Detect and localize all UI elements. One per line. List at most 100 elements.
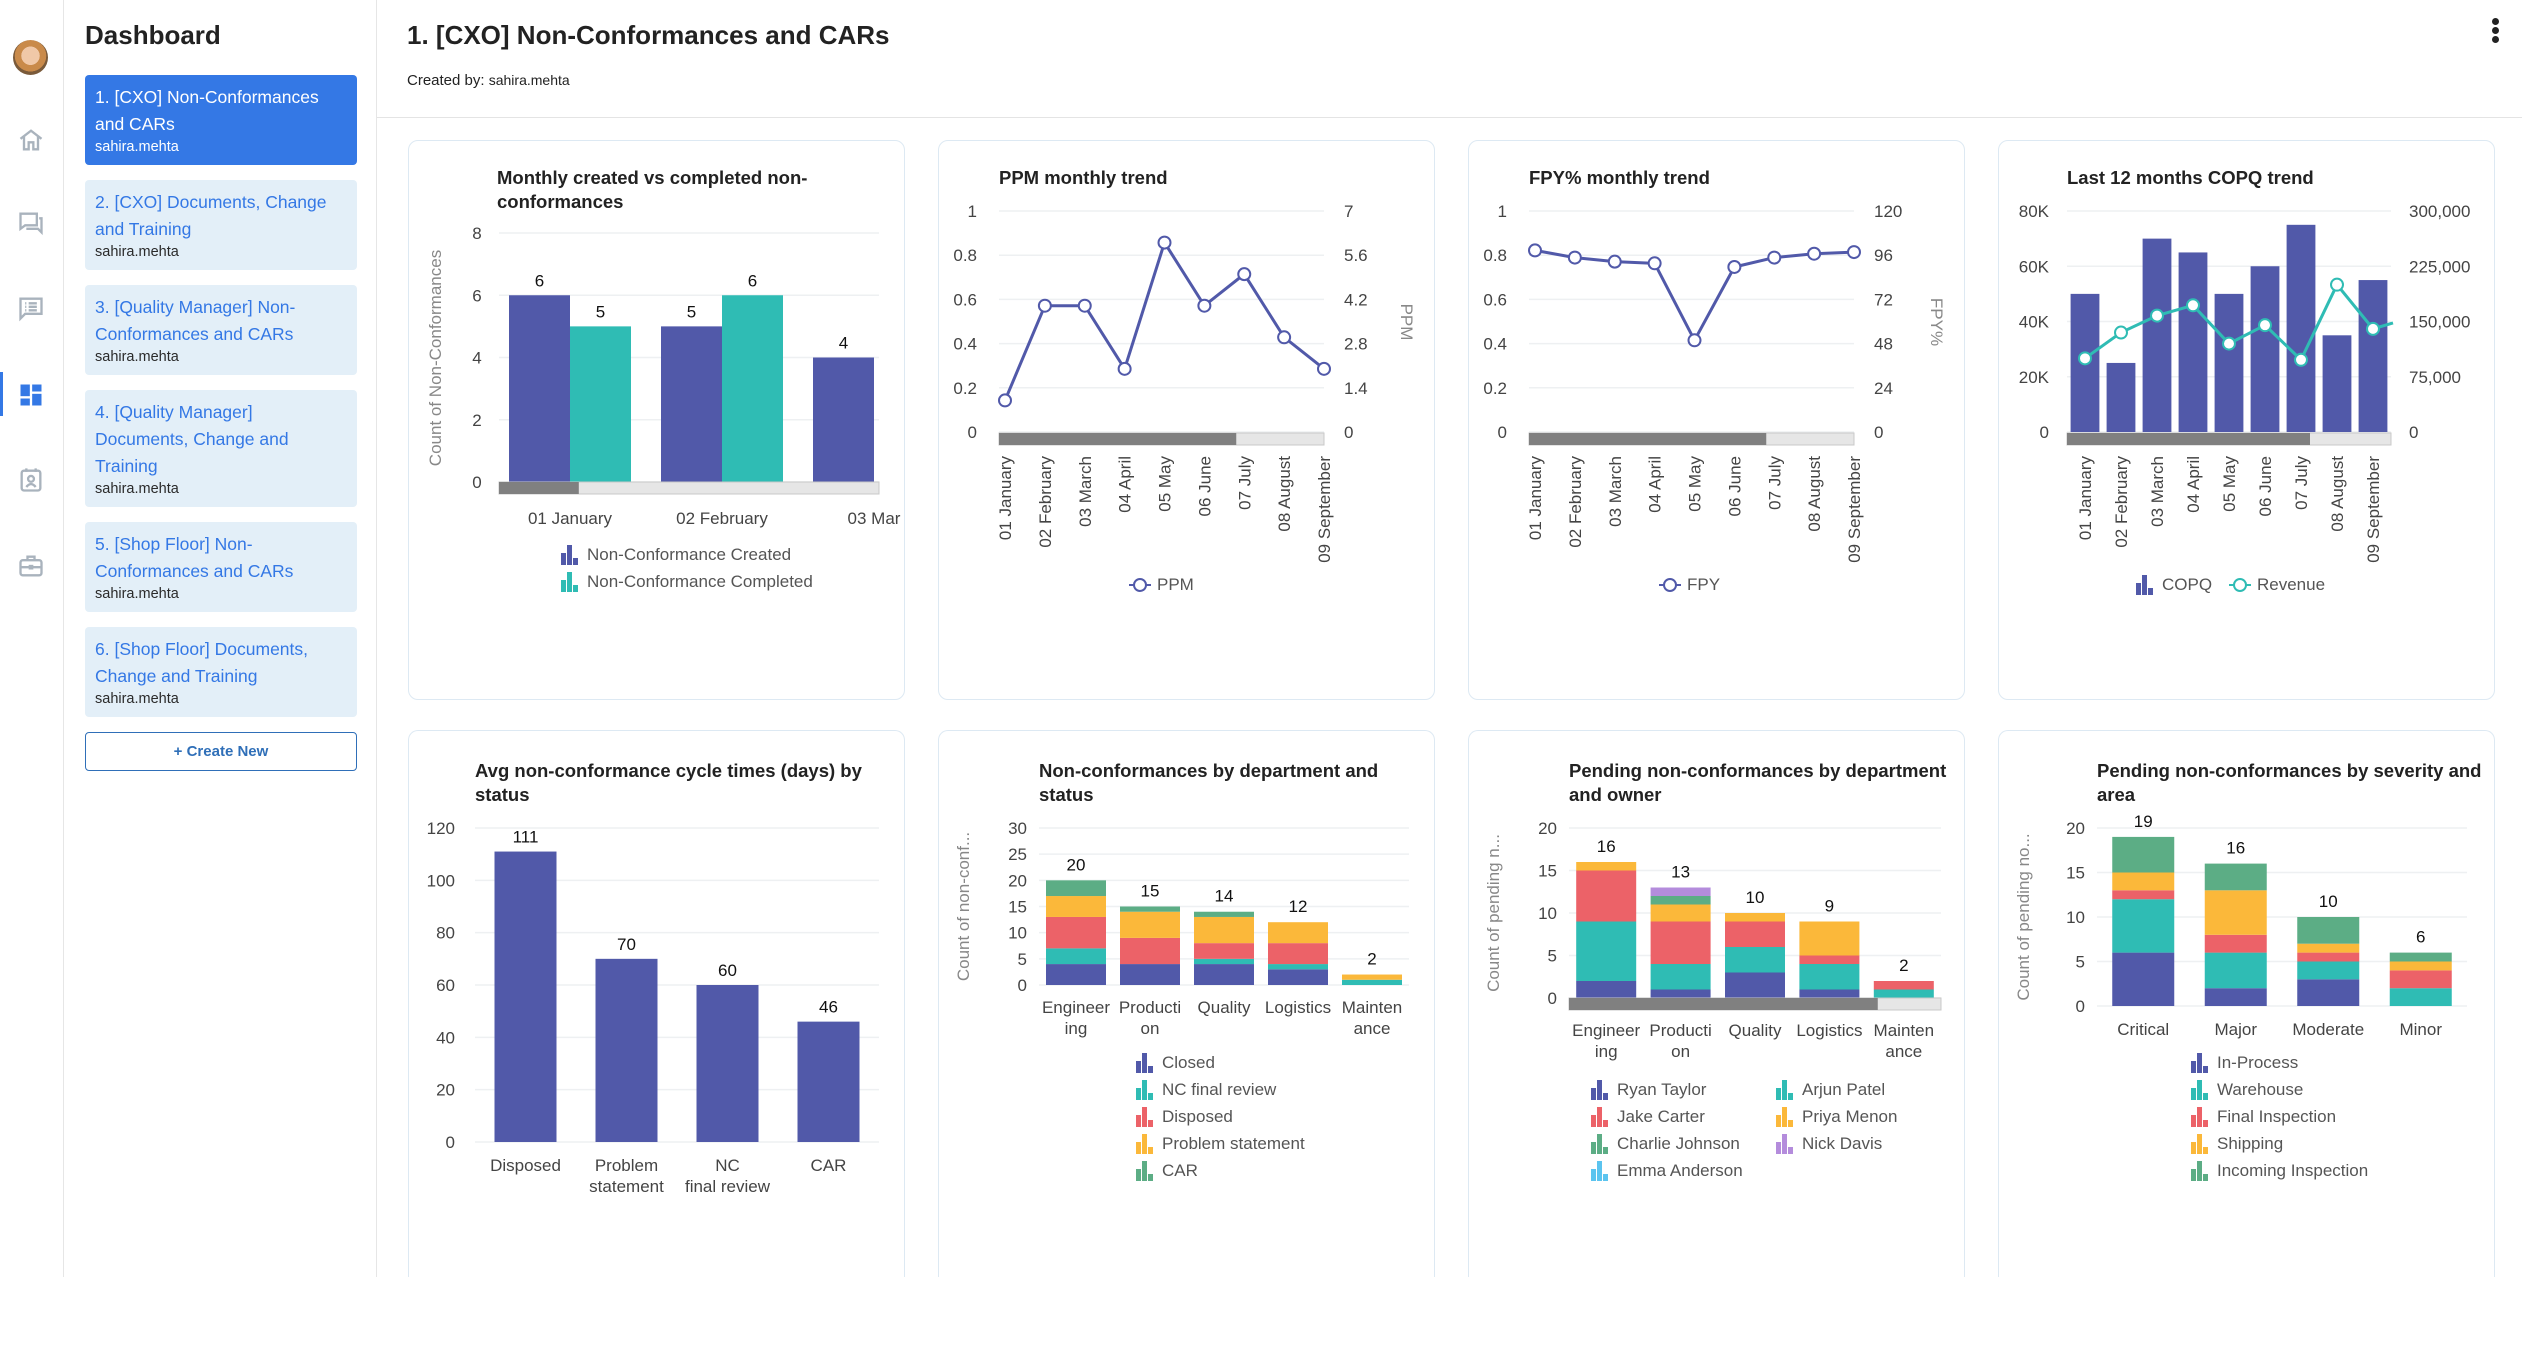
x-tick-label: 02 February xyxy=(1036,456,1055,548)
legend-item[interactable]: Disposed xyxy=(1134,1103,1305,1130)
legend-item[interactable]: Jake Carter xyxy=(1589,1103,1774,1130)
data-point xyxy=(1807,246,1822,261)
legend-label: COPQ xyxy=(2162,574,2213,594)
bar-segment xyxy=(1650,887,1711,896)
data-point xyxy=(2222,336,2236,351)
legend-item[interactable]: Closed xyxy=(1134,1049,1305,1076)
legend-item[interactable]: Warehouse xyxy=(2189,1076,2368,1103)
legend-label: Non-Conformance Completed xyxy=(587,571,813,591)
tick-label: 96 xyxy=(1874,246,1893,265)
chat-icon[interactable] xyxy=(17,209,45,237)
legend-label: Revenue xyxy=(2257,574,2326,594)
bar-segment xyxy=(2389,988,2452,1006)
legend-item[interactable]: Priya Menon xyxy=(1774,1103,1959,1130)
tick-label: 225,000 xyxy=(2409,257,2470,276)
dashboard-item-1[interactable]: 1. [CXO] Non-Conformances and CARs sahir… xyxy=(85,75,357,165)
x-tick-label: Disposed xyxy=(490,1156,561,1175)
legend-bar-icon xyxy=(559,571,581,592)
bar-segment xyxy=(1194,943,1254,959)
tick-label: 80 xyxy=(436,924,455,943)
tick-label: 0 xyxy=(472,473,481,492)
tick-label: 40K xyxy=(2019,313,2050,332)
x-tick-label: on xyxy=(1671,1042,1690,1061)
dashboard-icon[interactable] xyxy=(17,381,45,409)
more-vertical-icon[interactable] xyxy=(2488,16,2502,48)
legend-label: Arjun Patel xyxy=(1802,1079,1886,1099)
legend-item[interactable]: COPQ xyxy=(2134,571,2229,598)
legend-item[interactable]: Problem statement xyxy=(1134,1130,1305,1157)
bar xyxy=(696,985,759,1142)
legend-item[interactable]: Emma Anderson xyxy=(1589,1157,1774,1184)
bar xyxy=(509,295,570,482)
dashboard-item-3[interactable]: 3. [Quality Manager] Non-Conformances an… xyxy=(85,285,357,375)
x-tick-label: final review xyxy=(685,1177,771,1196)
legend-label: Closed xyxy=(1162,1052,1215,1072)
dashboard-item-title: 1. [CXO] Non-Conformances and CARs xyxy=(95,87,319,134)
bar-segment xyxy=(1650,904,1711,922)
data-point xyxy=(1317,361,1331,376)
create-new-button[interactable]: + Create New xyxy=(85,732,357,771)
legend-item[interactable]: Revenue xyxy=(2229,571,2326,598)
dashboard-item-4[interactable]: 4. [Quality Manager] Documents, Change a… xyxy=(85,390,357,507)
home-icon[interactable] xyxy=(17,126,45,154)
data-label: 4 xyxy=(839,334,848,353)
bar-segment xyxy=(1576,921,1637,981)
x-tick-label: NC xyxy=(715,1156,740,1175)
dashboard-item-title: 5. [Shop Floor] Non-Conformances and CAR… xyxy=(95,534,294,581)
bar xyxy=(2286,224,2316,432)
dashboard-item-owner: sahira.mehta xyxy=(95,244,179,260)
legend-item[interactable]: Final Inspection xyxy=(2189,1103,2368,1130)
legend-item[interactable]: NC final review xyxy=(1134,1076,1305,1103)
legend-item[interactable]: In-Process xyxy=(2189,1049,2368,1076)
legend-item[interactable]: Shipping xyxy=(2189,1130,2368,1157)
tick-label: 5.6 xyxy=(1344,246,1368,265)
chart-card-ppm-monthly-trend: PPM monthly trend 0 0.2 0.4 0.6 0.8 1 0 1.4 2.8 4.… xyxy=(938,140,1435,700)
legend-item[interactable]: Non-Conformance Created xyxy=(559,541,813,568)
tick-label: 48 xyxy=(1874,335,1893,354)
legend-bar-icon xyxy=(1589,1079,1611,1100)
bar xyxy=(2214,293,2244,432)
chart-plot: 0 5 10 15 20 25 30 Count of non-conf... 20 Engine… xyxy=(954,819,1409,1038)
x-tick-label: 04 April xyxy=(2184,456,2203,513)
data-label: 6 xyxy=(748,271,757,290)
chart-plot: 0 20 40 60 80 100 120 111 Disposed 70 Problem state… xyxy=(427,819,879,1196)
legend-label: Jake Carter xyxy=(1617,1106,1705,1126)
legend-item[interactable]: Nick Davis xyxy=(1774,1130,1959,1157)
tick-label: 10 xyxy=(1008,924,1027,943)
bar xyxy=(813,357,874,482)
legend-item[interactable]: Arjun Patel xyxy=(1774,1076,1959,1103)
main-content: 1. [CXO] Non-Conformances and CARs Creat… xyxy=(377,0,2522,1346)
feed-icon[interactable] xyxy=(17,294,45,322)
dashboard-item-2[interactable]: 2. [CXO] Documents, Change and Training … xyxy=(85,180,357,270)
tick-label: 20K xyxy=(2019,368,2050,387)
bar-segment xyxy=(1799,964,1860,990)
legend-item[interactable]: CAR xyxy=(1134,1157,1305,1184)
dashboard-item-5[interactable]: 5. [Shop Floor] Non-Conformances and CAR… xyxy=(85,522,357,612)
legend-bar-icon xyxy=(1134,1052,1156,1073)
tick-label: 0.4 xyxy=(953,335,977,354)
legend-item[interactable]: PPM xyxy=(1129,571,1194,598)
dashboard-item-6[interactable]: 6. [Shop Floor] Documents, Change and Tr… xyxy=(85,627,357,717)
bar-segment xyxy=(1194,964,1254,985)
x-tick-label: ing xyxy=(1065,1019,1088,1038)
legend-bar-icon xyxy=(2189,1052,2211,1073)
briefcase-icon[interactable] xyxy=(17,552,45,580)
legend-item[interactable]: Charlie Johnson xyxy=(1589,1130,1774,1157)
chart-legend: PPM xyxy=(1129,571,1194,598)
contact-card-icon[interactable] xyxy=(17,466,45,494)
bar-segment xyxy=(1342,979,1402,985)
legend-item[interactable]: Non-Conformance Completed xyxy=(559,568,813,595)
user-avatar[interactable] xyxy=(13,40,48,75)
legend-item[interactable]: Ryan Taylor xyxy=(1589,1076,1774,1103)
legend-item[interactable]: FPY xyxy=(1659,571,1720,598)
legend-item[interactable]: Incoming Inspection xyxy=(2189,1157,2368,1184)
bar-segment xyxy=(1799,921,1860,956)
x-tick-label: Producti xyxy=(1649,1021,1711,1040)
legend-bar-icon xyxy=(1589,1106,1611,1127)
bar-segment xyxy=(1576,870,1637,922)
legend-bar-icon xyxy=(1134,1160,1156,1181)
data-label: 19 xyxy=(2134,812,2153,831)
data-label: 70 xyxy=(617,935,636,954)
x-tick-label: 05 May xyxy=(1156,456,1175,512)
bar-segment xyxy=(2297,952,2360,962)
